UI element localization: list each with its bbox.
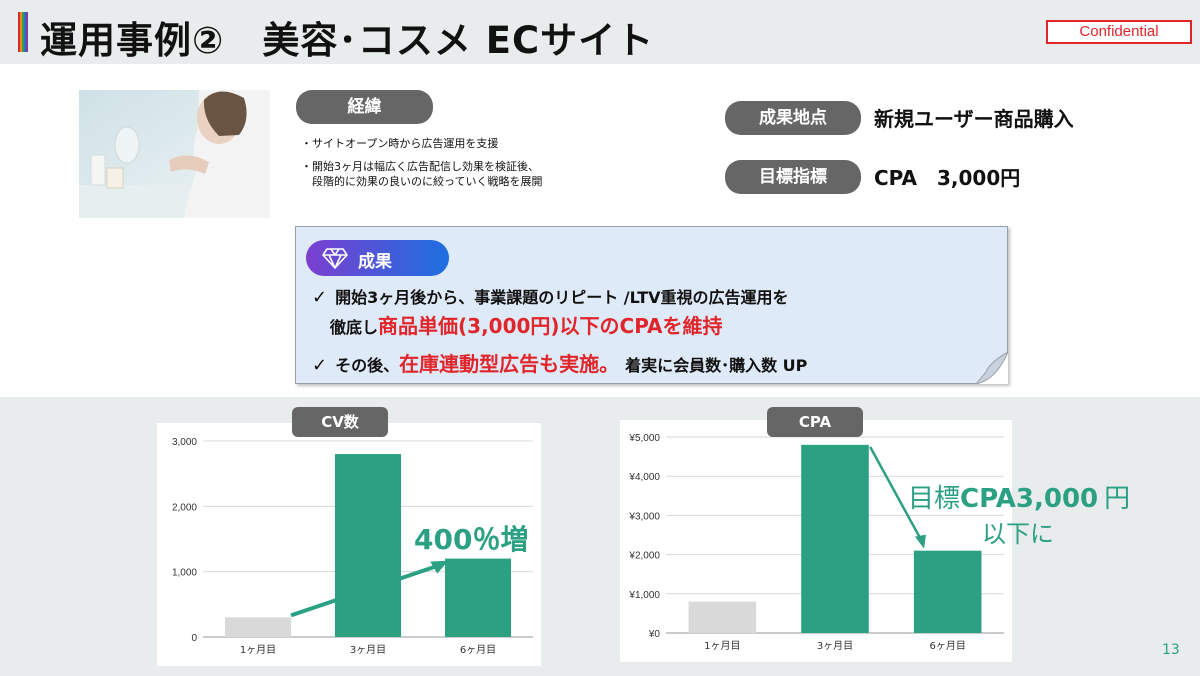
bar bbox=[913, 550, 982, 633]
highlight-text: 在庫連動型広告も実施。 bbox=[399, 352, 620, 376]
results-label: 成果 bbox=[306, 240, 449, 276]
bar bbox=[445, 558, 511, 637]
cpa-arrow bbox=[869, 446, 923, 541]
x-tick-label: 6ヶ月目 bbox=[929, 640, 965, 652]
cpa-target-annotation-line2: 以下に bbox=[982, 520, 1054, 548]
cv-growth-annotation: 400％増 bbox=[414, 523, 529, 556]
y-tick-label: ¥0 bbox=[648, 629, 661, 640]
bar bbox=[335, 454, 401, 637]
page-curl-icon bbox=[976, 352, 1008, 384]
cpa-arrowhead bbox=[915, 534, 927, 549]
page-number: 13 bbox=[1162, 642, 1180, 658]
cpa-target-annotation-line1: 目標CPA3,000 円 bbox=[908, 484, 1131, 514]
y-tick-label: 3,000 bbox=[172, 437, 197, 448]
y-tick-label: 1,000 bbox=[172, 568, 197, 579]
background-line: 段階的に効果の良いのに絞っていく戦略を展開 bbox=[301, 175, 543, 188]
x-tick-label: 1ヶ月目 bbox=[240, 644, 276, 656]
results-line-1: ✓ 開始3ヶ月後から、事業課題のリピート /LTV重視の広告運用を bbox=[312, 287, 789, 308]
diamond-icon bbox=[322, 248, 348, 269]
x-tick-label: 3ヶ月目 bbox=[350, 644, 386, 656]
cv-chart-title: CV数 bbox=[292, 407, 388, 437]
y-tick-label: 0 bbox=[191, 633, 197, 644]
background-label: 経緯 bbox=[296, 90, 433, 124]
growth-arrow bbox=[290, 563, 439, 618]
results-label-text: 成果 bbox=[358, 252, 392, 272]
woman-skincare-photo bbox=[79, 90, 270, 218]
x-tick-label: 6ヶ月目 bbox=[460, 644, 496, 656]
background-line: ・開始3ヶ月は幅広く広告配信し効果を検証後、 bbox=[301, 160, 539, 173]
bar bbox=[801, 444, 869, 633]
highlight-text: 商品単価(3,000円)以下のCPAを維持 bbox=[378, 314, 723, 338]
x-tick-label: 3ヶ月目 bbox=[817, 640, 853, 652]
y-tick-label: ¥5,000 bbox=[628, 433, 660, 444]
x-tick-label: 1ヶ月目 bbox=[704, 640, 740, 652]
cv-chart: 0 1,000 2,000 3,000 1ヶ月目 3ヶ月目 6ヶ月目 bbox=[172, 437, 533, 656]
results-line-2: 徹底し商品単価(3,000円)以下のCPAを維持 bbox=[330, 314, 723, 338]
bar bbox=[688, 601, 757, 633]
growth-arrowhead bbox=[430, 560, 449, 574]
check-icon: ✓ bbox=[312, 355, 328, 376]
check-icon: ✓ bbox=[312, 287, 328, 308]
cpa-chart-title: CPA bbox=[767, 407, 863, 437]
kpi-value-conversion-point: 新規ユーザー商品購入 bbox=[874, 107, 1074, 131]
kpi-value-target-metric: CPA 3,000円 bbox=[874, 166, 1021, 190]
cpa-chart: ¥0 ¥1,000 ¥2,000 ¥3,000 ¥4,000 ¥5,000 1ヶ月目 3ヶ月目… bbox=[628, 433, 1004, 652]
accent-bar bbox=[18, 12, 28, 52]
y-tick-label: ¥2,000 bbox=[628, 551, 660, 562]
confidential-badge: Confidential bbox=[1046, 20, 1192, 44]
background-line: ・サイトオープン時から広告運用を支援 bbox=[301, 137, 499, 150]
kpi-label-target-metric: 目標指標 bbox=[725, 160, 861, 194]
cpa-chart-card: ¥0 ¥1,000 ¥2,000 ¥3,000 ¥4,000 ¥5,000 1ヶ月目 3ヶ月目… bbox=[620, 420, 1012, 662]
y-tick-label: ¥1,000 bbox=[628, 590, 660, 601]
cv-chart-card: 0 1,000 2,000 3,000 1ヶ月目 3ヶ月目 6ヶ月目 bbox=[157, 423, 541, 666]
slide-header: 運用事例② 美容･コスメ ECサイト Confidential bbox=[0, 0, 1200, 64]
bar bbox=[225, 617, 291, 637]
page-title: 運用事例② 美容･コスメ ECサイト bbox=[40, 19, 655, 62]
y-tick-label: ¥3,000 bbox=[628, 511, 660, 522]
kpi-label-conversion-point: 成果地点 bbox=[725, 101, 861, 135]
y-tick-label: 2,000 bbox=[172, 502, 197, 513]
y-tick-label: ¥4,000 bbox=[628, 472, 660, 483]
results-line-3: ✓ その後、在庫連動型広告も実施。 着実に会員数･購入数 UP bbox=[312, 352, 808, 376]
